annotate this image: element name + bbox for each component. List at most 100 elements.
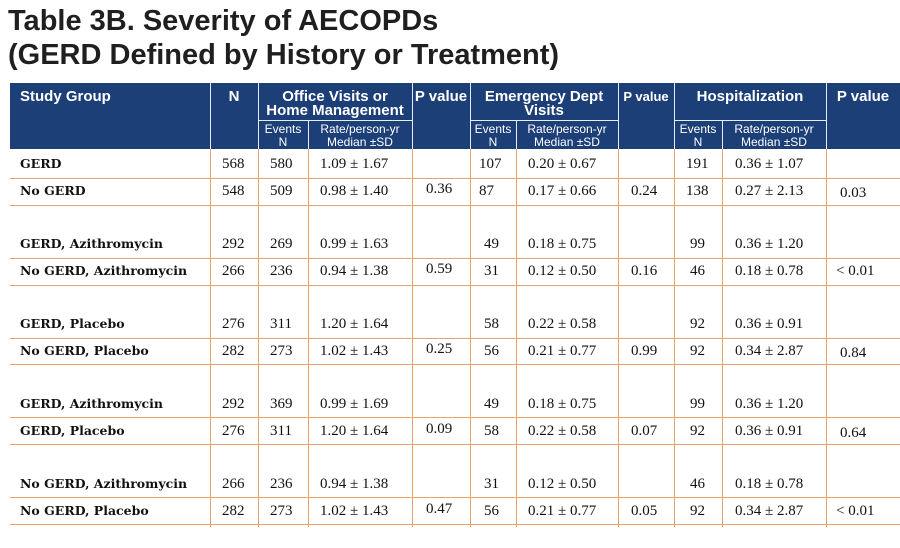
header-p-value-3: P value bbox=[836, 88, 890, 105]
office-rate: 1.02 ± 1.43 bbox=[320, 343, 389, 359]
hosp-rate: 0.36 ± 0.91 bbox=[735, 316, 804, 332]
subheader-rate: Rate/person-yr bbox=[734, 122, 814, 136]
header-subdivider bbox=[470, 120, 618, 121]
office-rate: 0.99 ± 1.69 bbox=[320, 396, 389, 412]
grid-line bbox=[10, 417, 900, 418]
hosp-rate: 0.36 ± 1.07 bbox=[735, 156, 804, 172]
office-events: 273 bbox=[270, 503, 293, 519]
p-value-ed: 0.05 bbox=[631, 503, 658, 519]
header-office-line-2: Home Management bbox=[266, 102, 404, 119]
ed-events: 31 bbox=[484, 263, 499, 279]
row-label: GERD, Azithromycin bbox=[20, 236, 163, 251]
p-value-office: 0.09 bbox=[426, 421, 453, 437]
header-divider bbox=[722, 121, 723, 149]
hosp-events: 191 bbox=[686, 156, 709, 172]
hosp-rate: 0.18 ± 0.78 bbox=[735, 476, 804, 492]
title-line-1: Table 3B. Severity of AECOPDs bbox=[8, 5, 439, 37]
subheader-median: Median ±SD bbox=[741, 135, 807, 149]
subheader-median: Median ±SD bbox=[327, 135, 393, 149]
header-office-line-1: Office Visits or bbox=[282, 88, 388, 105]
subheader-events-n: N bbox=[488, 135, 498, 149]
header-divider bbox=[618, 83, 619, 149]
subheader-rate: Rate/person-yr bbox=[320, 122, 400, 136]
ed-rate: 0.22 ± 0.58 bbox=[528, 316, 597, 332]
p-value-ed: 0.99 bbox=[631, 343, 658, 359]
ed-events: 87 bbox=[479, 183, 494, 199]
ed-events: 58 bbox=[484, 316, 499, 332]
p-value-office: 0.47 bbox=[426, 501, 453, 517]
office-events: 273 bbox=[270, 343, 293, 359]
header-p-value-2: P value bbox=[623, 89, 669, 104]
header-p-value-1: P value bbox=[414, 88, 468, 105]
hosp-rate: 0.36 ± 1.20 bbox=[735, 396, 804, 412]
p-value-office: 0.36 bbox=[426, 181, 453, 197]
grid-line bbox=[10, 364, 900, 365]
hosp-events: 46 bbox=[690, 476, 705, 492]
ed-rate: 0.18 ± 0.75 bbox=[528, 236, 597, 252]
hosp-events: 99 bbox=[690, 236, 705, 252]
ed-events: 107 bbox=[479, 156, 502, 172]
p-value-hosp: < 0.01 bbox=[836, 263, 875, 279]
n-value: 568 bbox=[222, 156, 245, 172]
office-rate: 0.94 ± 1.38 bbox=[320, 476, 389, 492]
row-label: GERD, Placebo bbox=[20, 316, 125, 331]
title-line-2: (GERD Defined by History or Treatment) bbox=[8, 39, 560, 71]
page-title: Table 3B. Severity of AECOPDs (GERD Defi… bbox=[8, 4, 559, 72]
subheader-events: Events bbox=[264, 122, 302, 136]
ed-rate: 0.17 ± 0.66 bbox=[528, 183, 597, 199]
hosp-rate: 0.18 ± 0.78 bbox=[735, 263, 804, 279]
hosp-rate: 0.34 ± 2.87 bbox=[735, 503, 804, 519]
p-value-ed: 0.24 bbox=[631, 183, 658, 199]
grid-line bbox=[10, 497, 900, 498]
hosp-events: 138 bbox=[686, 183, 709, 199]
header-divider bbox=[674, 83, 675, 149]
ed-rate: 0.21 ± 0.77 bbox=[528, 343, 597, 359]
header-divider bbox=[412, 83, 413, 149]
p-value-hosp: 0.03 bbox=[840, 185, 867, 201]
subheader-rate: Rate/person-yr bbox=[527, 122, 607, 136]
hosp-events: 92 bbox=[690, 423, 705, 439]
header-ed-line-2: Visits bbox=[524, 102, 564, 119]
office-events: 269 bbox=[270, 236, 293, 252]
grid-line bbox=[10, 338, 900, 339]
p-value-hosp: 0.84 bbox=[840, 345, 867, 361]
n-value: 276 bbox=[222, 316, 245, 332]
n-value: 266 bbox=[222, 476, 245, 492]
ed-events: 56 bbox=[484, 503, 499, 519]
p-value-office: 0.59 bbox=[426, 261, 453, 277]
ed-rate: 0.12 ± 0.50 bbox=[528, 263, 597, 279]
grid-line bbox=[10, 178, 900, 179]
grid-line bbox=[10, 258, 900, 259]
n-value: 292 bbox=[222, 396, 245, 412]
ed-events: 49 bbox=[484, 236, 499, 252]
grid-line bbox=[10, 444, 900, 445]
header-divider bbox=[470, 83, 471, 149]
n-value: 548 bbox=[222, 183, 245, 199]
header-ed-line-1: Emergency Dept bbox=[484, 88, 604, 105]
header-divider bbox=[826, 83, 827, 149]
ed-events: 49 bbox=[484, 396, 499, 412]
office-rate: 0.99 ± 1.63 bbox=[320, 236, 389, 252]
office-rate: 0.98 ± 1.40 bbox=[320, 183, 389, 199]
row-label: No GERD, Placebo bbox=[20, 503, 149, 518]
hosp-events: 99 bbox=[690, 396, 705, 412]
office-events: 236 bbox=[270, 263, 293, 279]
row-label: No GERD, Azithromycin bbox=[20, 263, 188, 278]
subheader-median: Median ±SD bbox=[534, 135, 600, 149]
header-divider bbox=[308, 121, 309, 149]
hosp-events: 92 bbox=[690, 343, 705, 359]
subheader-events-n: N bbox=[278, 135, 288, 149]
p-value-ed: 0.16 bbox=[631, 263, 658, 279]
header-hospitalization: Hospitalization bbox=[696, 88, 804, 105]
n-value: 282 bbox=[222, 343, 245, 359]
n-value: 266 bbox=[222, 263, 245, 279]
row-label: No GERD, Azithromycin bbox=[20, 476, 188, 491]
header-divider bbox=[210, 83, 211, 149]
ed-events: 31 bbox=[484, 476, 499, 492]
p-value-hosp: < 0.01 bbox=[836, 503, 875, 519]
ed-rate: 0.20 ± 0.67 bbox=[528, 156, 597, 172]
office-rate: 1.09 ± 1.67 bbox=[320, 156, 389, 172]
hosp-events: 92 bbox=[690, 316, 705, 332]
office-events: 509 bbox=[270, 183, 293, 199]
ed-rate: 0.21 ± 0.77 bbox=[528, 503, 597, 519]
